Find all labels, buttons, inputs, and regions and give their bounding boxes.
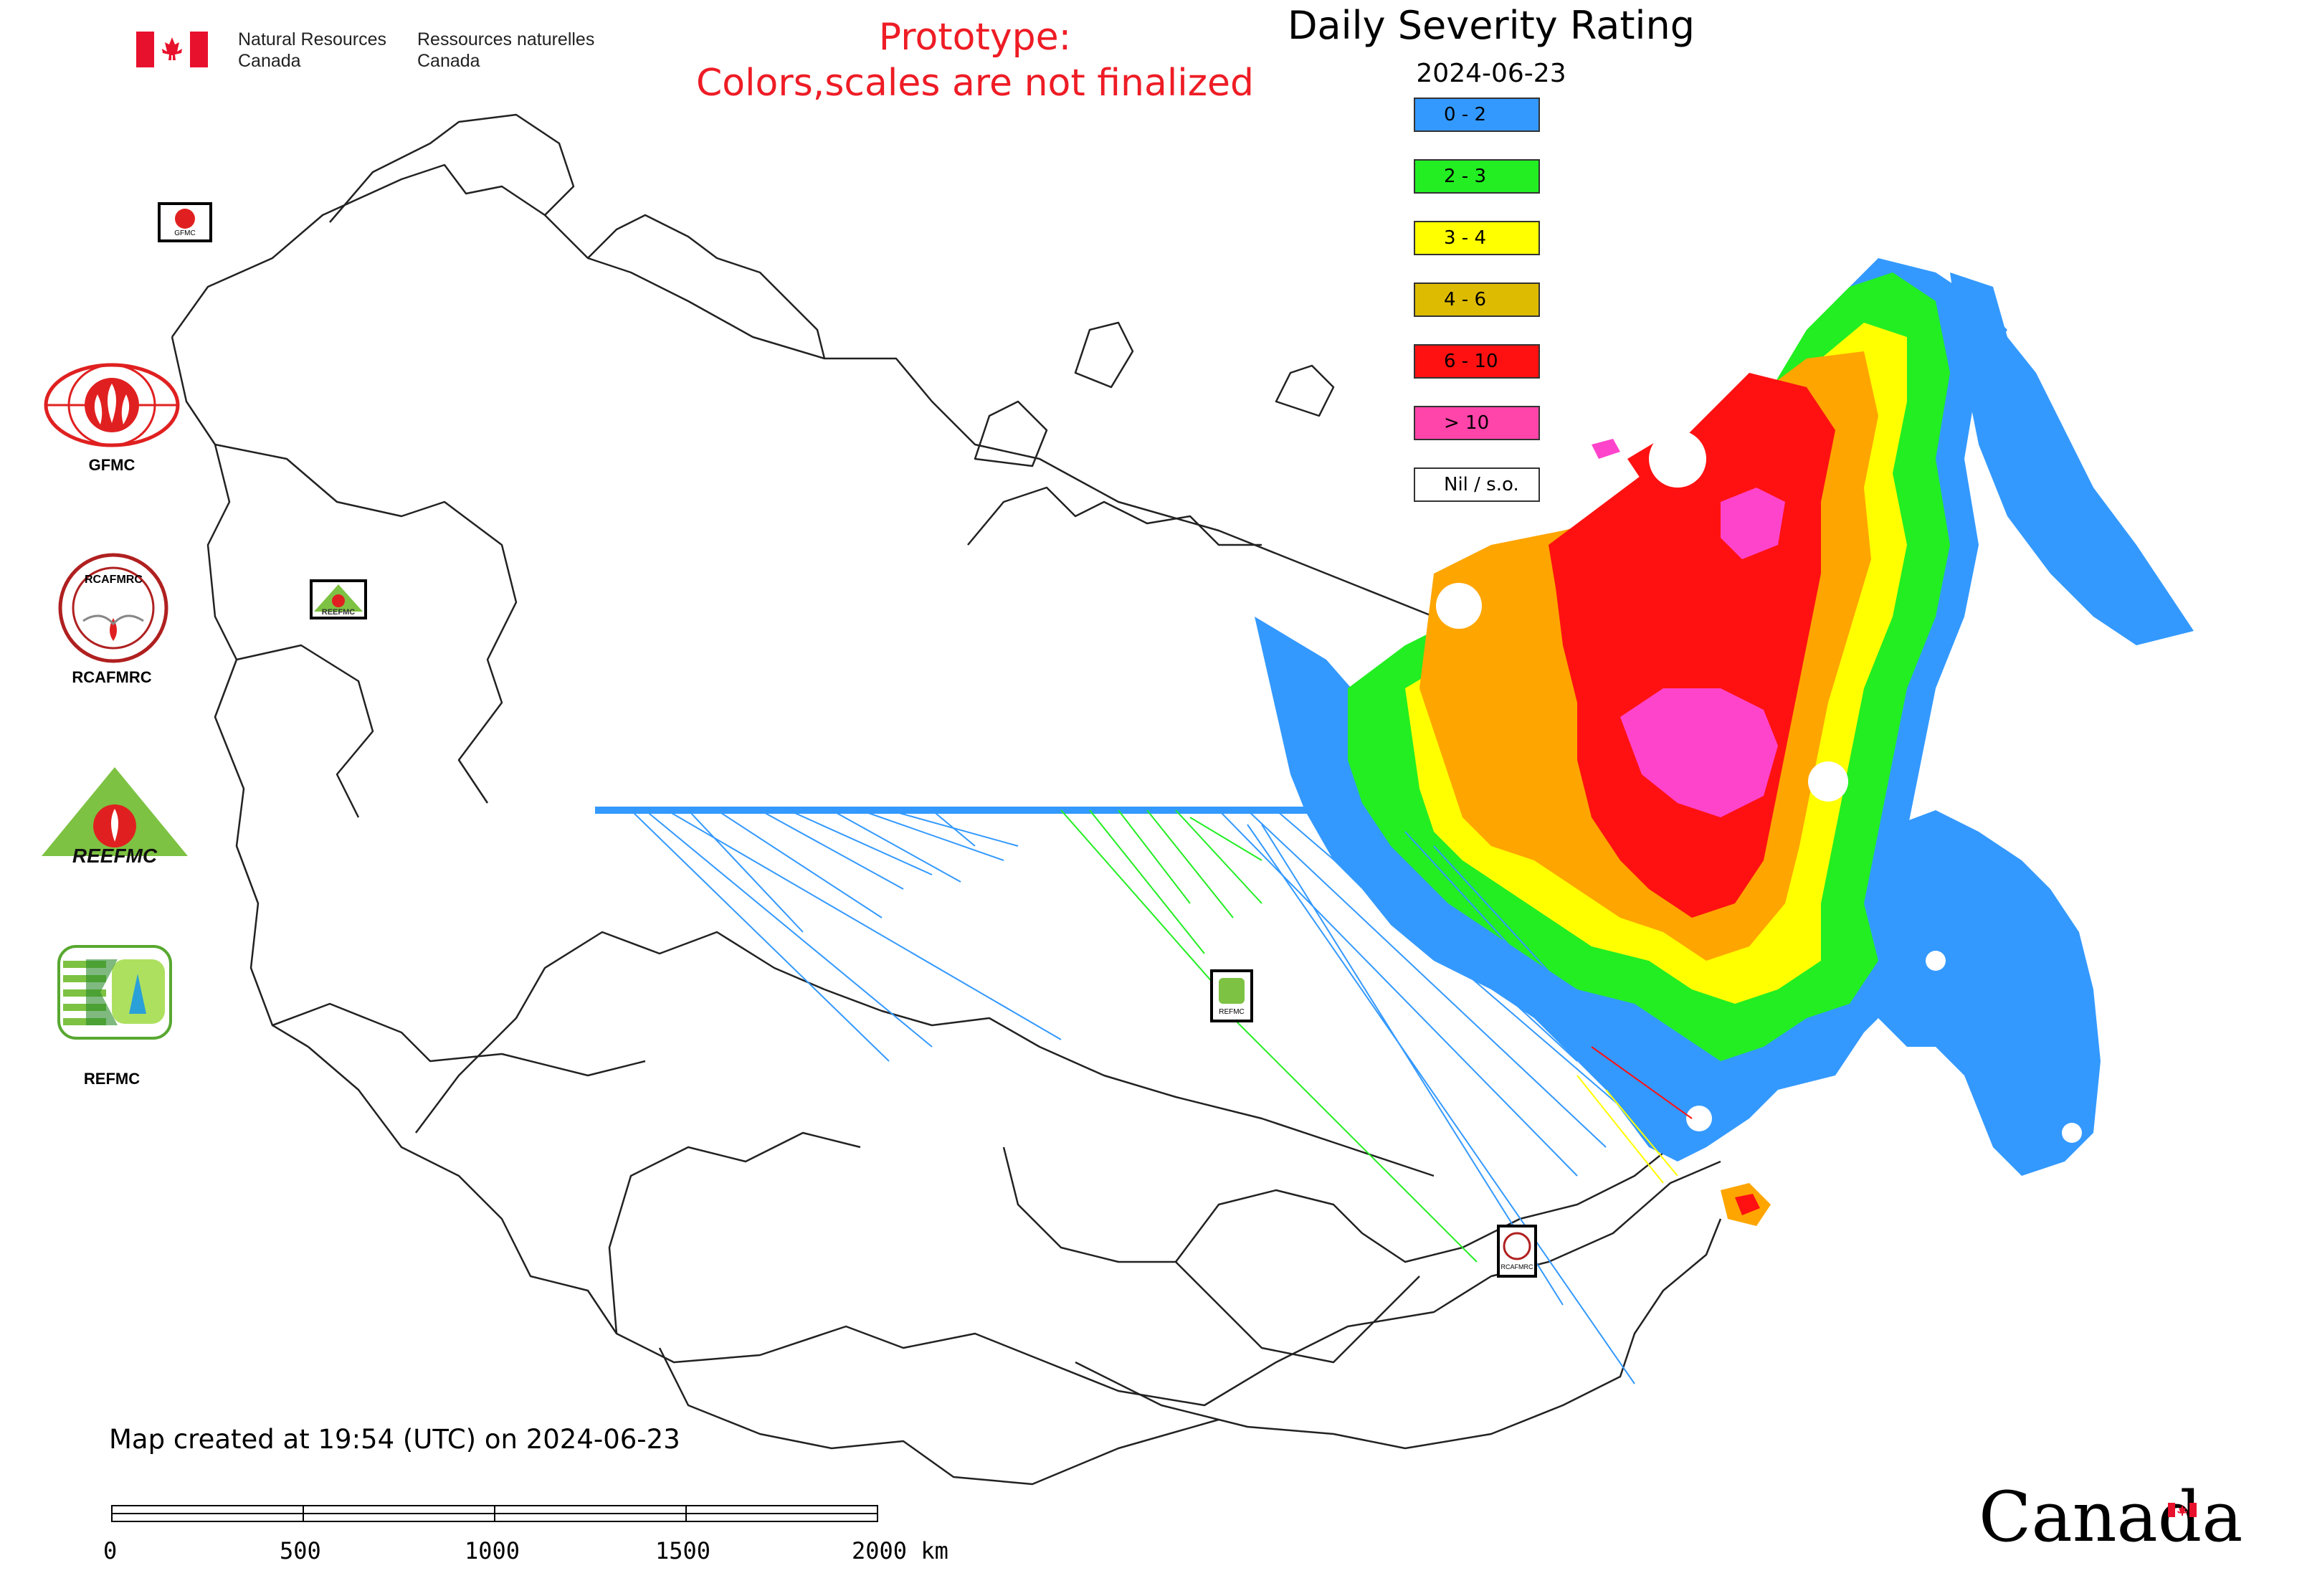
map-title: Daily Severity Rating bbox=[1287, 3, 1695, 48]
agency-fr: Ressources naturelles Canada bbox=[417, 29, 594, 72]
legend-item: 0 - 2 bbox=[1414, 98, 1540, 132]
rcafmrc-seal-text: RCAFMRC bbox=[85, 574, 143, 586]
legend-item-label: 2 - 3 bbox=[1444, 166, 1486, 187]
scale-bar bbox=[111, 1505, 878, 1522]
gfmc-label: GFMC bbox=[88, 456, 135, 474]
map-date: 2024-06-23 bbox=[1416, 59, 1566, 88]
prototype-line1: Prototype: bbox=[878, 16, 1072, 59]
scale-tick-2000: 2000 km bbox=[852, 1537, 948, 1564]
agency-en-line2: Canada bbox=[238, 51, 301, 71]
wordmark-flag-icon bbox=[2168, 1503, 2197, 1517]
map-created-note: Map created at 19:54 (UTC) on 2024-06-23 bbox=[109, 1424, 680, 1455]
agency-en-line1: Natural Resources bbox=[238, 29, 387, 49]
scale-tick-0: 0 bbox=[103, 1537, 118, 1564]
scale-tick-1500: 1500 bbox=[655, 1537, 711, 1564]
severity-fill bbox=[1255, 258, 2194, 1226]
reefmc-logo bbox=[36, 764, 194, 872]
legend-item-label: Nil / s.o. bbox=[1444, 474, 1519, 495]
prototype-line2: Colors,scales are not finalized bbox=[695, 62, 1255, 105]
scale-tick-500: 500 bbox=[280, 1537, 321, 1564]
legend-item: Nil / s.o. bbox=[1414, 467, 1540, 502]
agency-en: Natural Resources Canada bbox=[238, 29, 386, 72]
rcafmrc-label: RCAFMRC bbox=[72, 668, 152, 686]
legend-item-label: 3 - 4 bbox=[1444, 227, 1486, 249]
refmc-label: REFMC bbox=[83, 1070, 141, 1088]
legend-item: 4 - 6 bbox=[1414, 282, 1540, 317]
map-icon-reefmc-label: REEFMC bbox=[321, 608, 356, 617]
rcafmrc-logo bbox=[57, 552, 169, 664]
map-icon-marks bbox=[175, 209, 1531, 1260]
agency-fr-line1: Ressources naturelles bbox=[417, 29, 595, 49]
legend-item-label: 6 - 10 bbox=[1444, 351, 1498, 372]
legend-item-label: 0 - 2 bbox=[1444, 104, 1486, 125]
reefmc-text: REEFMC bbox=[72, 845, 158, 867]
legend-item: > 10 bbox=[1414, 406, 1540, 440]
legend-item: 6 - 10 bbox=[1414, 344, 1540, 379]
canada-flag-icon bbox=[136, 32, 208, 67]
map-icon-rcafmrc-label: RCAFMRC bbox=[1500, 1263, 1533, 1270]
canada-wordmark-text: Canada bbox=[1979, 1477, 2243, 1557]
map-icon-refmc-label: REFMC bbox=[1219, 1008, 1245, 1016]
legend-item-label: > 10 bbox=[1444, 412, 1490, 434]
gfmc-logo bbox=[40, 358, 184, 452]
country-boundaries bbox=[171, 113, 1722, 1486]
legend-item: 2 - 3 bbox=[1414, 159, 1540, 194]
map-icon-gfmc-label: GFMC bbox=[174, 229, 196, 237]
canada-wordmark: Canada bbox=[1979, 1477, 2242, 1557]
prototype-notice: Prototype: Colors,scales are not finaliz… bbox=[645, 14, 1305, 106]
refmc-logo bbox=[57, 945, 172, 1040]
scale-tick-1000: 1000 bbox=[465, 1537, 520, 1564]
agency-fr-line2: Canada bbox=[417, 51, 480, 71]
legend-item: 3 - 4 bbox=[1414, 221, 1540, 255]
legend-item-label: 4 - 6 bbox=[1444, 289, 1486, 310]
